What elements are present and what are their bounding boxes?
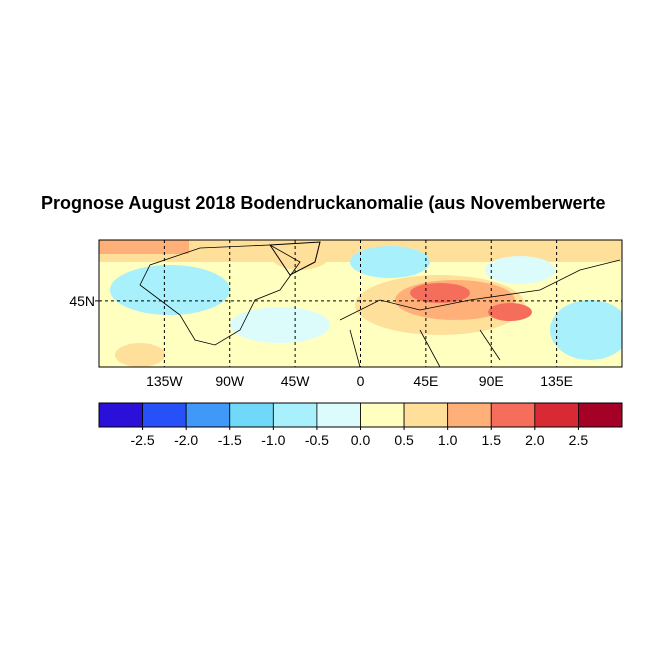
lon-tick-label: 90W bbox=[215, 373, 245, 389]
lat-tick-label: 45N bbox=[69, 293, 95, 309]
colorbar-tick-label: 0.0 bbox=[351, 432, 371, 448]
anomaly-field bbox=[99, 240, 622, 367]
colorbar-cell bbox=[534, 402, 579, 428]
colorbar-tick-label: -2.0 bbox=[174, 432, 198, 448]
colorbar-cell bbox=[185, 402, 231, 428]
colorbar-tick-label: -1.5 bbox=[218, 432, 242, 448]
lon-tick-label: 0 bbox=[357, 373, 365, 389]
colorbar-cell bbox=[98, 402, 143, 428]
lon-tick-label: 45W bbox=[281, 373, 311, 389]
colorbar-cell bbox=[490, 402, 536, 428]
colorbar-cell bbox=[229, 402, 274, 428]
map-frame bbox=[98, 239, 623, 368]
colorbar-tick-label: -2.5 bbox=[131, 432, 155, 448]
colorbar-cell bbox=[360, 402, 405, 428]
title: Prognose August 2018 Bodendruckanomalie … bbox=[41, 193, 606, 213]
colorbar-cell bbox=[403, 402, 449, 428]
colorbar-cell bbox=[447, 402, 492, 428]
colorbar-cell bbox=[578, 402, 623, 428]
colorbar-tick-label: 1.0 bbox=[438, 432, 458, 448]
colorbar-tick-label: 2.5 bbox=[569, 432, 589, 448]
colorbar-cell bbox=[316, 402, 361, 428]
lon-tick-label: 90E bbox=[479, 373, 504, 389]
lon-tick-label: 135W bbox=[146, 373, 183, 389]
colorbar-tick-label: 1.5 bbox=[482, 432, 502, 448]
colorbar-tick-label: -0.5 bbox=[305, 432, 329, 448]
colorbar-cell bbox=[142, 402, 187, 428]
colorbar-cell bbox=[272, 402, 318, 428]
colorbar-tick-label: 2.0 bbox=[525, 432, 545, 448]
lon-tick-label: 45E bbox=[413, 373, 438, 389]
colorbar-tick-label: -1.0 bbox=[261, 432, 285, 448]
lon-tick-label: 135E bbox=[540, 373, 573, 389]
colorbar-tick-label: 0.5 bbox=[394, 432, 414, 448]
